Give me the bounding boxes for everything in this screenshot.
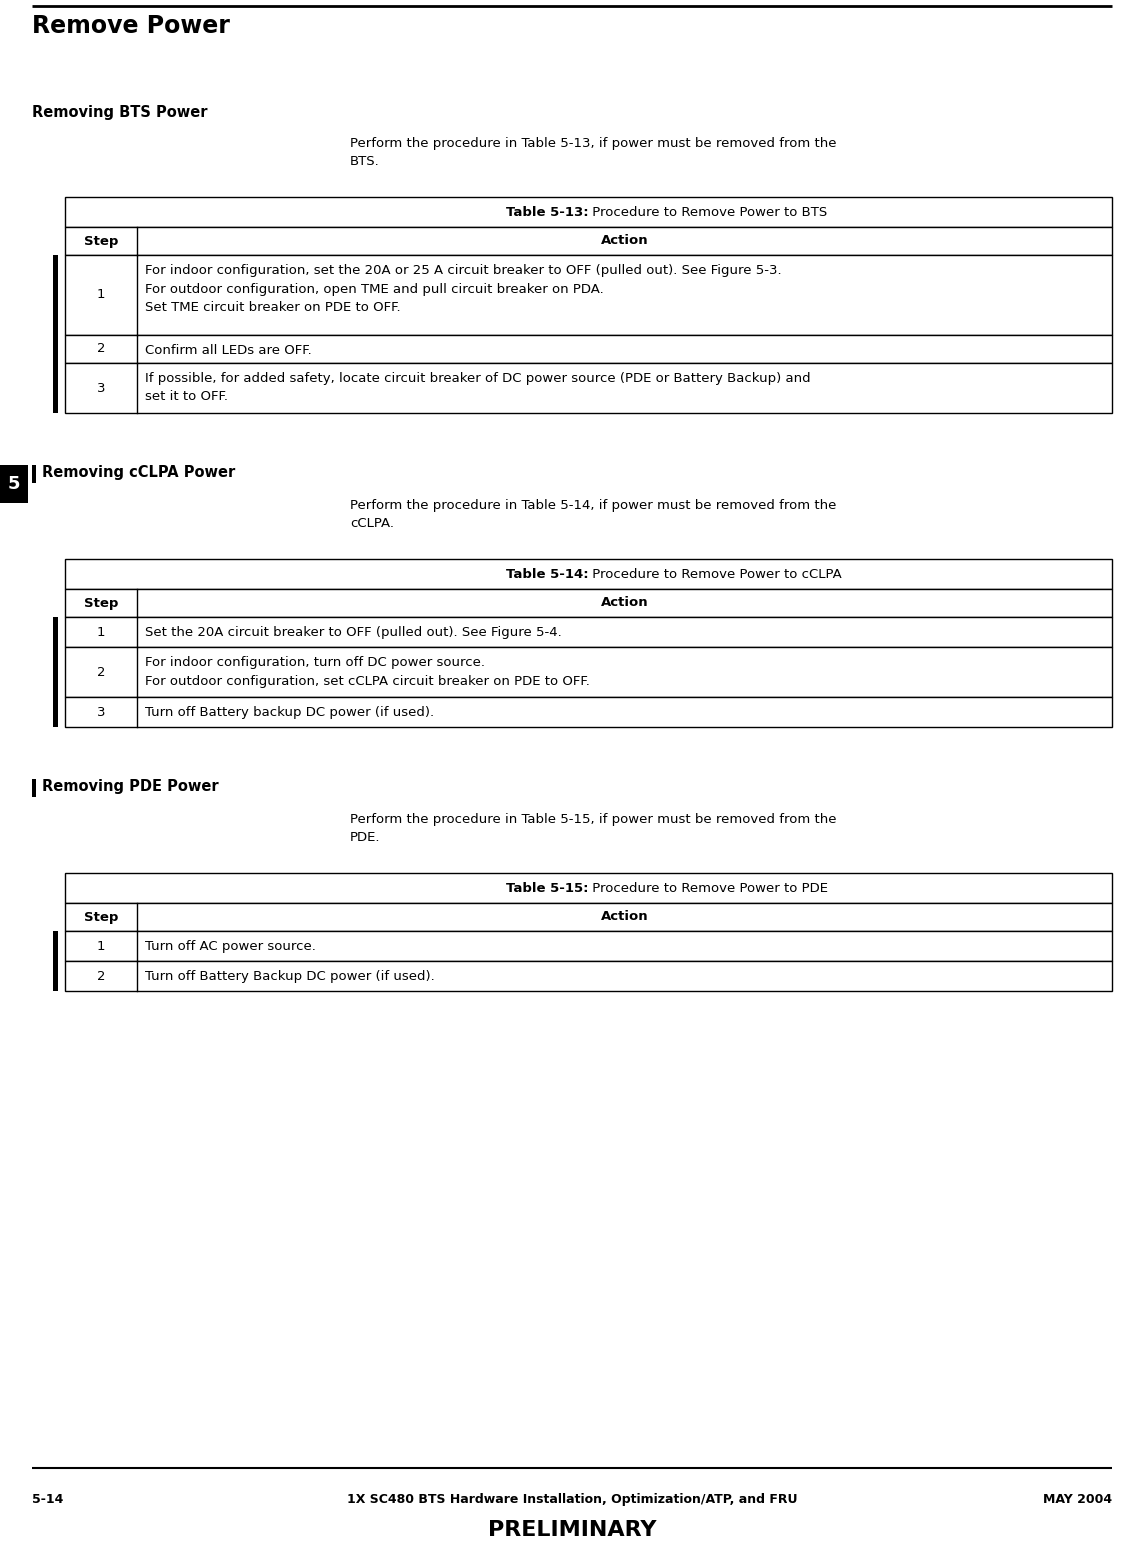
- Bar: [65, 961, 1112, 990]
- Text: Procedure to Remove Power to PDE: Procedure to Remove Power to PDE: [588, 882, 828, 895]
- Text: Turn off AC power source.: Turn off AC power source.: [145, 939, 316, 953]
- Bar: [65, 363, 1112, 413]
- Text: 2: 2: [97, 343, 105, 355]
- Bar: [65, 873, 1112, 902]
- Text: Table 5-14:: Table 5-14:: [506, 567, 588, 581]
- Text: 5: 5: [8, 474, 21, 493]
- Text: 5-14: 5-14: [32, 1492, 63, 1506]
- Text: Step: Step: [84, 235, 118, 247]
- Bar: [53, 697, 58, 728]
- Bar: [65, 335, 1112, 363]
- Text: Removing BTS Power: Removing BTS Power: [32, 105, 207, 121]
- Text: 2: 2: [97, 666, 105, 678]
- Text: 1: 1: [97, 289, 105, 301]
- Text: 3: 3: [97, 382, 105, 394]
- Text: For indoor configuration, turn off DC power source.
For outdoor configuration, s: For indoor configuration, turn off DC po…: [145, 657, 590, 688]
- Text: Turn off Battery backup DC power (if used).: Turn off Battery backup DC power (if use…: [145, 706, 434, 718]
- Text: Removing cCLPA Power: Removing cCLPA Power: [42, 465, 236, 480]
- Bar: [53, 647, 58, 697]
- Bar: [65, 697, 1112, 728]
- Bar: [65, 647, 1112, 697]
- Text: 1: 1: [97, 939, 105, 953]
- Bar: [65, 198, 1112, 227]
- Text: Confirm all LEDs are OFF.: Confirm all LEDs are OFF.: [145, 345, 312, 357]
- Text: 1X SC480 BTS Hardware Installation, Optimization/ATP, and FRU: 1X SC480 BTS Hardware Installation, Opti…: [347, 1492, 797, 1506]
- Text: Table 5-15:: Table 5-15:: [506, 882, 588, 895]
- Text: Procedure to Remove Power to cCLPA: Procedure to Remove Power to cCLPA: [588, 567, 842, 581]
- Bar: [65, 902, 1112, 932]
- Text: Perform the procedure in Table 5-13, if power must be removed from the
BTS.: Perform the procedure in Table 5-13, if …: [350, 138, 836, 168]
- Text: Action: Action: [601, 910, 649, 924]
- Text: Remove Power: Remove Power: [32, 14, 230, 39]
- Text: Removing PDE Power: Removing PDE Power: [42, 779, 219, 794]
- Bar: [53, 335, 58, 363]
- Bar: [65, 932, 1112, 961]
- Text: 1: 1: [97, 626, 105, 638]
- Bar: [65, 616, 1112, 647]
- Text: Set the 20A circuit breaker to OFF (pulled out). See Figure 5-4.: Set the 20A circuit breaker to OFF (pull…: [145, 626, 562, 640]
- Text: Perform the procedure in Table 5-15, if power must be removed from the
PDE.: Perform the procedure in Table 5-15, if …: [350, 813, 836, 844]
- Text: Turn off Battery Backup DC power (if used).: Turn off Battery Backup DC power (if use…: [145, 970, 435, 983]
- Bar: [32, 779, 35, 797]
- Bar: [53, 255, 58, 335]
- Text: MAY 2004: MAY 2004: [1043, 1492, 1112, 1506]
- Bar: [53, 616, 58, 647]
- Bar: [53, 961, 58, 990]
- Text: Step: Step: [84, 596, 118, 609]
- Bar: [65, 559, 1112, 589]
- Text: Perform the procedure in Table 5-14, if power must be removed from the
cCLPA.: Perform the procedure in Table 5-14, if …: [350, 499, 836, 530]
- Bar: [65, 255, 1112, 335]
- Text: Step: Step: [84, 910, 118, 924]
- Bar: [53, 932, 58, 961]
- Text: Table 5-13:: Table 5-13:: [506, 205, 588, 218]
- Bar: [65, 589, 1112, 616]
- Bar: [65, 227, 1112, 255]
- Text: Action: Action: [601, 596, 649, 609]
- Text: 3: 3: [97, 706, 105, 718]
- Text: 2: 2: [97, 970, 105, 983]
- Text: Procedure to Remove Power to BTS: Procedure to Remove Power to BTS: [588, 205, 828, 218]
- Text: For indoor configuration, set the 20A or 25 A circuit breaker to OFF (pulled out: For indoor configuration, set the 20A or…: [145, 264, 781, 314]
- Bar: [32, 465, 35, 484]
- Text: If possible, for added safety, locate circuit breaker of DC power source (PDE or: If possible, for added safety, locate ci…: [145, 372, 811, 403]
- Text: PRELIMINARY: PRELIMINARY: [487, 1520, 657, 1540]
- Bar: [0, 465, 27, 504]
- Text: Action: Action: [601, 235, 649, 247]
- Bar: [53, 363, 58, 413]
